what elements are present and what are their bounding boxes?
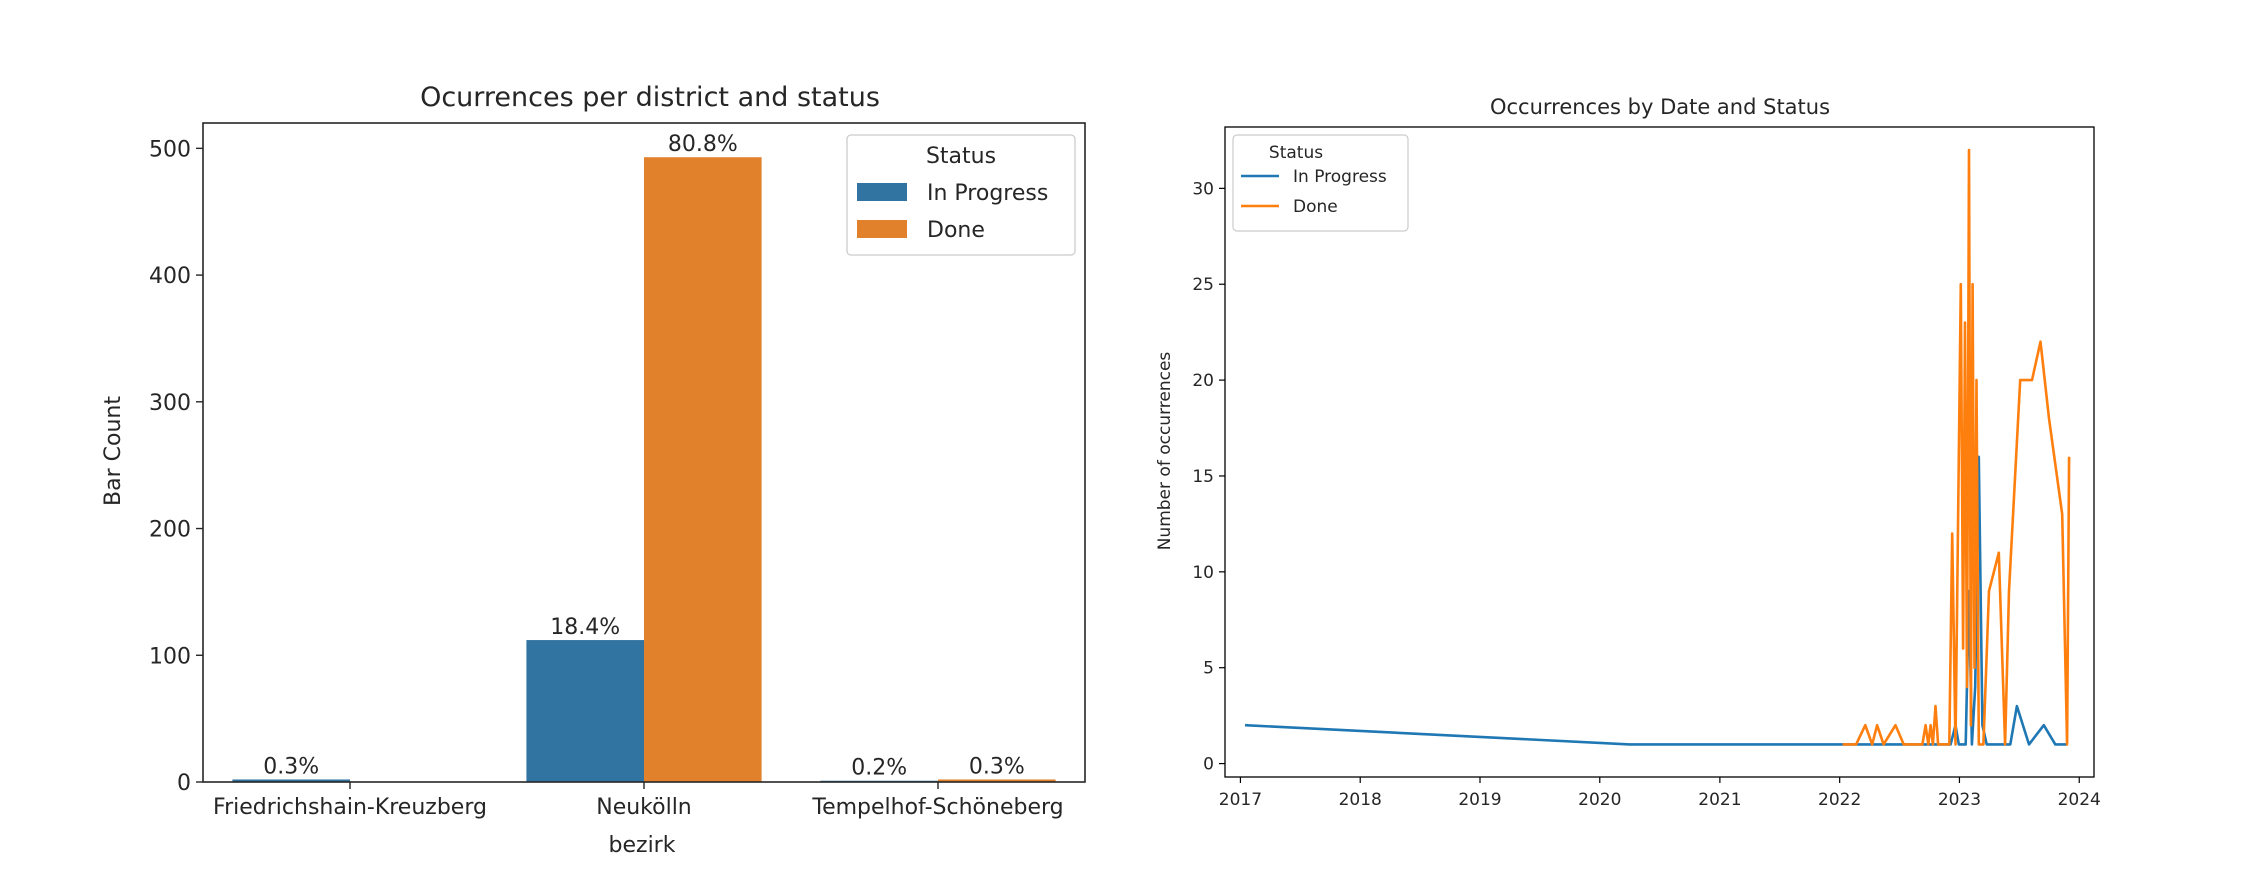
bar-chart: Ocurrences per district and status Bar C… [101,82,1086,858]
bar-data-label: 0.3% [969,754,1025,779]
legend-title: Status [1269,143,1323,163]
y-tick-label: 30 [1192,179,1214,199]
bar-in-progress [232,779,350,782]
x-tick-label: Tempelhof-Schöneberg [811,795,1063,820]
bar-in-progress [526,640,644,782]
legend-swatch [857,183,907,201]
x-tick-label: Neukölln [596,795,692,820]
bar-done [938,779,1056,782]
bar-data-label: 0.2% [851,756,907,781]
y-tick-label: 20 [1192,371,1214,391]
bar-data-label: 0.3% [263,754,319,779]
x-tick-label: 2020 [1578,790,1621,810]
x-tick-label: 2024 [2058,790,2101,810]
y-tick-label: 25 [1192,275,1214,295]
y-tick-label: 300 [149,391,191,416]
x-tick-label: 2023 [1938,790,1981,810]
y-tick-label: 100 [149,644,191,669]
legend-label: In Progress [927,181,1048,206]
legend-title: Status [926,144,996,169]
bar-data-label: 18.4% [550,615,620,640]
bar-series-group: 0.3% 18.4% 0.2% 80.8% 0.3% [232,132,1056,783]
chart-title: Ocurrences per district and status [420,82,880,113]
x-tick-label: 2017 [1219,790,1262,810]
legend-label: Done [1293,197,1338,217]
x-axis-ticks: Friedrichshain-Kreuzberg Neukölln Tempelho… [213,782,1064,820]
legend-swatch [857,220,907,238]
y-tick-label: 0 [177,771,191,796]
legend: Status In Progress Done [846,134,1076,256]
line-chart: Occurrences by Date and Status Number of… [1155,95,2101,810]
x-tick-label: 2021 [1698,790,1741,810]
series-line-in-progress [1244,455,2068,746]
y-tick-label: 5 [1203,659,1214,679]
y-axis-ticks: 0 100 200 300 400 500 [149,137,203,796]
legend: Status In Progress Done [1232,134,1409,232]
bar-done [644,157,762,783]
x-axis-label: bezirk [609,833,676,858]
legend-label: Done [927,218,985,243]
y-axis-ticks: 0 5 10 15 20 25 30 [1192,179,1225,775]
series-line-done [1842,148,2071,746]
line-series-group [1244,148,2071,746]
y-axis-label: Bar Count [101,396,126,506]
plot-frame [1224,126,2095,778]
x-tick-label: 2022 [1818,790,1861,810]
bar-data-label: 80.8% [668,132,738,157]
y-tick-label: 0 [1203,755,1214,775]
y-tick-label: 10 [1192,563,1214,583]
chart-title: Occurrences by Date and Status [1490,95,1830,119]
y-tick-label: 200 [149,518,191,543]
x-tick-label: 2018 [1339,790,1382,810]
legend-label: In Progress [1293,167,1387,187]
y-tick-label: 500 [149,137,191,162]
x-axis-ticks: 2017 2018 2019 2020 2021 2022 2023 2024 [1219,777,2101,810]
y-tick-label: 15 [1192,467,1214,487]
plot-frame [202,122,1086,783]
y-axis-label: Number of occurrences [1155,352,1175,551]
x-tick-label: 2019 [1458,790,1501,810]
y-tick-label: 400 [149,264,191,289]
x-tick-label: Friedrichshain-Kreuzberg [213,795,487,820]
